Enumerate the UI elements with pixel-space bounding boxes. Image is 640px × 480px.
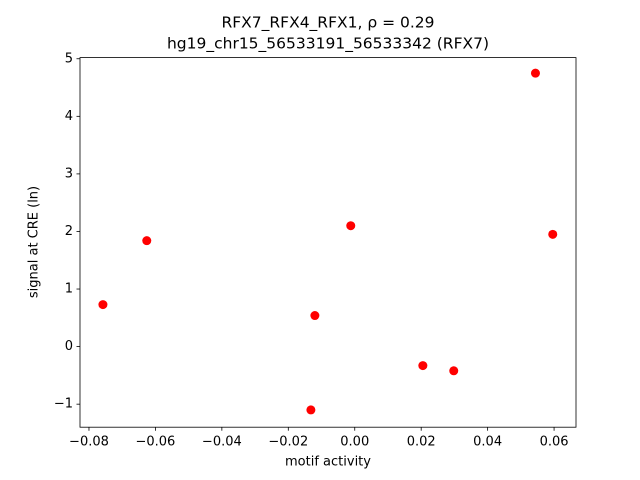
x-tick-label: 0.00	[340, 435, 369, 450]
chart-subtitle: hg19_chr15_56533191_56533342 (RFX7)	[167, 35, 489, 54]
y-tick-label: 3	[65, 166, 73, 181]
y-axis-label: signal at CRE (ln)	[27, 186, 42, 298]
point	[449, 366, 459, 376]
point	[98, 300, 108, 310]
x-tick-label: −0.08	[69, 435, 109, 450]
x-tick-label: −0.02	[268, 435, 308, 450]
point	[310, 311, 320, 321]
x-tick-label: 0.04	[473, 435, 502, 450]
y-tick-label: 4	[65, 109, 73, 124]
point	[530, 68, 540, 78]
y-tick-label: −1	[54, 397, 73, 412]
y-tick-label: 0	[65, 339, 73, 354]
point	[418, 361, 428, 371]
y-tick-label: 5	[65, 51, 73, 66]
x-tick-label: −0.06	[135, 435, 175, 450]
y-tick-label: 1	[65, 282, 73, 297]
chart-title: RFX7_RFX4_RFX1, ρ = 0.29	[221, 14, 434, 33]
point	[306, 405, 316, 415]
point	[142, 236, 152, 246]
point	[346, 221, 356, 231]
x-axis-label: motif activity	[285, 455, 371, 470]
y-tick-label: 2	[65, 224, 73, 239]
x-tick-label: 0.02	[407, 435, 436, 450]
x-tick-label: −0.04	[202, 435, 242, 450]
point	[548, 229, 558, 239]
x-tick-label: 0.06	[540, 435, 569, 450]
plot-frame	[79, 57, 577, 428]
